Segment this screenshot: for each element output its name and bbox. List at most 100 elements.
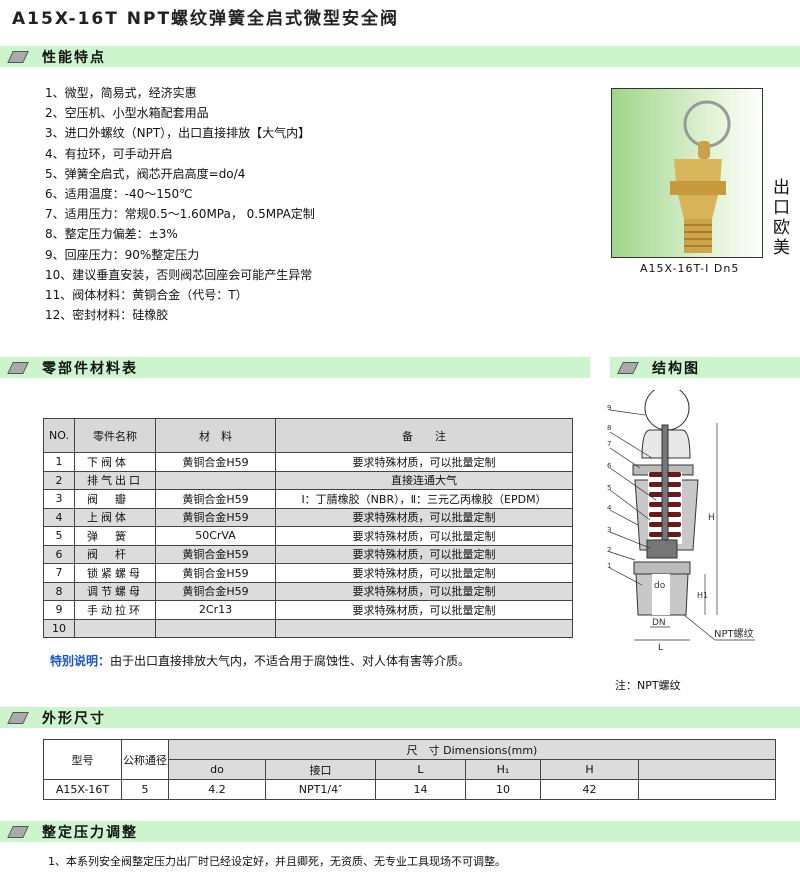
cell-name: 弹 簧 <box>74 526 156 546</box>
callout-7: 7 <box>607 440 611 448</box>
feature-item: 10、建议垂直安装，否则阀芯回座会可能产生异常 <box>45 267 313 282</box>
cell-material: 2Cr13 <box>155 600 276 620</box>
dim-DN: DN <box>652 618 666 628</box>
cell-remark: 要求特殊材质，可以批量定制 <box>275 544 573 564</box>
feature-item: 3、进口外螺纹（NPT），出口直接排放【大气内】 <box>45 126 311 141</box>
cell-material: 黄铜合金H59 <box>155 563 276 583</box>
parallelogram-icon <box>7 361 29 374</box>
dim-H1: H1 <box>697 591 708 600</box>
special-note: 特别说明：由于出口直接排放大气内，不适合用于腐蚀性、对人体有害等介质。 <box>50 652 470 669</box>
thread-label: NPT螺纹 <box>714 627 754 640</box>
structure-diagram: 9 8 7 6 5 4 3 2 1 H H1 do DN L NPT螺纹 <box>607 390 755 653</box>
feature-item: 5、弹簧全启式，阀芯开启高度=do/4 <box>45 166 246 181</box>
feature-list: 1、微型，简易式，经济实惠 2、空压机、小型水箱配套用品 3、进口外螺纹（NPT… <box>45 83 315 325</box>
feature-item: 1、微型，简易式，经济实惠 <box>45 86 197 100</box>
cell-remark: 要求特殊材质，可以批量定制 <box>275 600 573 620</box>
cell-remark: 要求特殊材质，可以批量定制 <box>275 581 573 601</box>
feature-item: 8、整定压力偏差：±3% <box>45 227 178 242</box>
special-note-text: 由于出口直接排放大气内，不适合用于腐蚀性、对人体有害等介质。 <box>110 654 471 668</box>
cell: A15X-16T <box>43 779 122 800</box>
cell-remark: 直接连通大气 <box>275 470 573 490</box>
parallelogram-icon <box>7 50 29 63</box>
feature-item: 9、回座压力：90%整定压力 <box>45 247 200 262</box>
cell-name: 下阀体 <box>74 452 156 472</box>
table-row: 9 手动拉环 2Cr13 要求特殊材质，可以批量定制 <box>43 600 573 620</box>
cell-material: 黄铜合金H59 <box>155 581 276 601</box>
table-row: 4 上阀体 黄铜合金H59 要求特殊材质，可以批量定制 <box>43 507 573 527</box>
dim-L: L <box>658 643 663 653</box>
cell-material: 黄铜合金H59 <box>155 507 276 527</box>
feature-item: 11、阀体材料：黄铜合金（代号：T） <box>45 288 248 303</box>
cell-name: 上阀体 <box>74 507 156 527</box>
cell: 14 <box>375 779 466 800</box>
cell-name: 阀 杆 <box>74 544 156 564</box>
callout-1: 1 <box>607 562 611 570</box>
section-bar-features: 性能特点 <box>0 46 800 67</box>
cell <box>638 779 776 800</box>
cell-remark: 要求特殊材质，可以批量定制 <box>275 507 573 527</box>
cell-name: 调节螺母 <box>74 581 156 601</box>
callout-5: 5 <box>607 484 611 492</box>
feature-item: 7、适用压力：常规0.5～1.60MPa， 0.5MPA定制 <box>45 207 315 222</box>
table-row: 8 调节螺母 黄铜合金H59 要求特殊材质，可以批量定制 <box>43 581 573 601</box>
dimensions-table: 型号 公称通径尺 寸 Dimensions(mm) do 接口 L H₁ H A15X-1… <box>43 739 776 800</box>
parallelogram-icon <box>7 825 29 838</box>
cell-name: 手动拉环 <box>74 600 156 620</box>
section-bar-pressure: 整定压力调整 <box>0 821 800 842</box>
cell-no: 10 <box>43 618 75 638</box>
product-photo <box>611 88 763 258</box>
page-title: A15X-16T NPT螺纹弹簧全启式微型安全阀 <box>12 9 400 29</box>
valve-photo-image <box>670 100 731 253</box>
cell-no: 9 <box>43 600 75 620</box>
section-title: 零部件材料表 <box>42 360 138 377</box>
section-title: 整定压力调整 <box>42 824 138 841</box>
cell-remark: 要求特殊材质，可以批量定制 <box>275 563 573 583</box>
callout-9: 9 <box>607 404 611 412</box>
section-title: 结构图 <box>652 360 700 377</box>
cell-no: 7 <box>43 563 75 583</box>
cell-name: 阀 瓣 <box>74 489 156 509</box>
special-note-label: 特别说明： <box>50 654 111 668</box>
cell: 10 <box>465 779 541 800</box>
feature-item: 6、适用温度：-40～150℃ <box>45 187 193 202</box>
section-bar-parts: 零部件材料表 <box>0 357 590 378</box>
cell-remark <box>275 618 573 638</box>
diagram-note: 注：NPT螺纹 <box>615 679 681 692</box>
callout-4: 4 <box>607 504 612 512</box>
cell-no: 6 <box>43 544 75 564</box>
header-nominal-dn: 公称通径 <box>121 739 169 780</box>
callout-8: 8 <box>607 424 611 432</box>
cell-remark: 要求特殊材质，可以批量定制 <box>275 452 573 472</box>
cell-no: 4 <box>43 507 75 527</box>
cell-name: 锁紧螺母 <box>74 563 156 583</box>
cell-no: 3 <box>43 489 75 509</box>
section-bar-structure: 结构图 <box>610 357 800 378</box>
parallelogram-icon <box>617 361 639 374</box>
col-L: L <box>375 759 466 780</box>
section-title: 性能特点 <box>42 49 106 66</box>
cell-no: 8 <box>43 581 75 601</box>
header-model: 型号 <box>43 739 122 780</box>
cell-name <box>74 618 156 638</box>
callout-3: 3 <box>607 526 611 534</box>
cell-remark: Ⅰ：丁腈橡胶（NBR），Ⅱ：三元乙丙橡胶（EPDM） <box>275 489 573 509</box>
cell-material <box>155 470 276 490</box>
table-row: 10 <box>43 618 573 638</box>
section-bar-dimensions: 外形尺寸 <box>0 707 800 728</box>
cell-name: 排气出口 <box>74 470 156 490</box>
cell-material: 黄铜合金H59 <box>155 544 276 564</box>
cell-material: 黄铜合金H59 <box>155 452 276 472</box>
section-title: 外形尺寸 <box>42 710 106 727</box>
cell-material <box>155 618 276 638</box>
table-row: 2 排气出口 直接连通大气 <box>43 470 573 490</box>
col-H: H <box>540 759 639 780</box>
feature-item: 2、空压机、小型水箱配套用品 <box>45 106 209 121</box>
dim-H: H <box>708 513 715 523</box>
photo-caption: A15X-16T-Ⅰ Dn5 <box>640 262 740 275</box>
cell-material: 50CrVA <box>155 526 276 546</box>
header-dimensions: 尺 寸 Dimensions(mm) <box>168 739 776 760</box>
dim-do: do <box>654 581 666 591</box>
cell: NPT1/4″ <box>265 779 376 800</box>
